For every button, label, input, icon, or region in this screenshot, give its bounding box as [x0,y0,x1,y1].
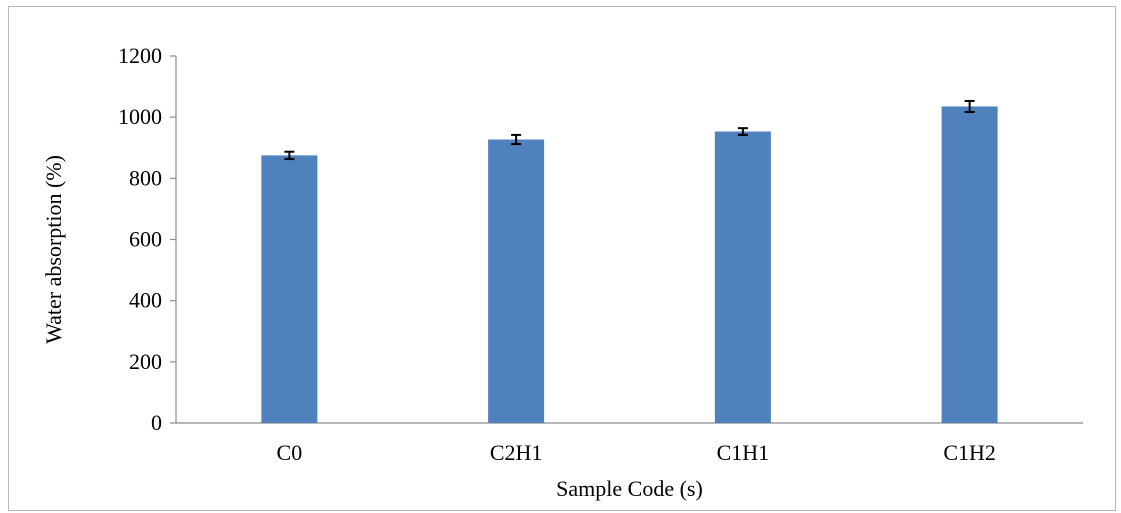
chart-error-bars [284,99,975,161]
chart-axes [170,55,1083,424]
x-tick-label: C1H1 [717,440,770,465]
chart-bars [261,106,998,424]
chart-frame [8,6,1116,511]
x-tick-label: C0 [277,440,303,465]
y-axis-title: Water absorption (%) [41,155,66,344]
y-tick-label: 0 [151,410,162,435]
y-tick-label: 400 [129,288,162,313]
bar [261,155,318,424]
y-tick-labels: 0 200 400 600 800 1000 1200 [118,43,162,435]
y-tick-label: 1200 [118,43,162,68]
bar [714,131,771,423]
x-tick-label: C2H1 [490,440,543,465]
bar [488,139,545,423]
y-tick-label: 200 [129,349,162,374]
y-tick-label: 600 [129,227,162,252]
y-tick-label: 1000 [118,104,162,129]
x-tick-label: C1H2 [943,440,996,465]
y-tick-label: 800 [129,165,162,190]
x-tick-labels: C0 C2H1 C1H1 C1H2 [277,440,996,465]
x-axis-title: Sample Code (s) [556,476,703,501]
bar [941,106,998,424]
